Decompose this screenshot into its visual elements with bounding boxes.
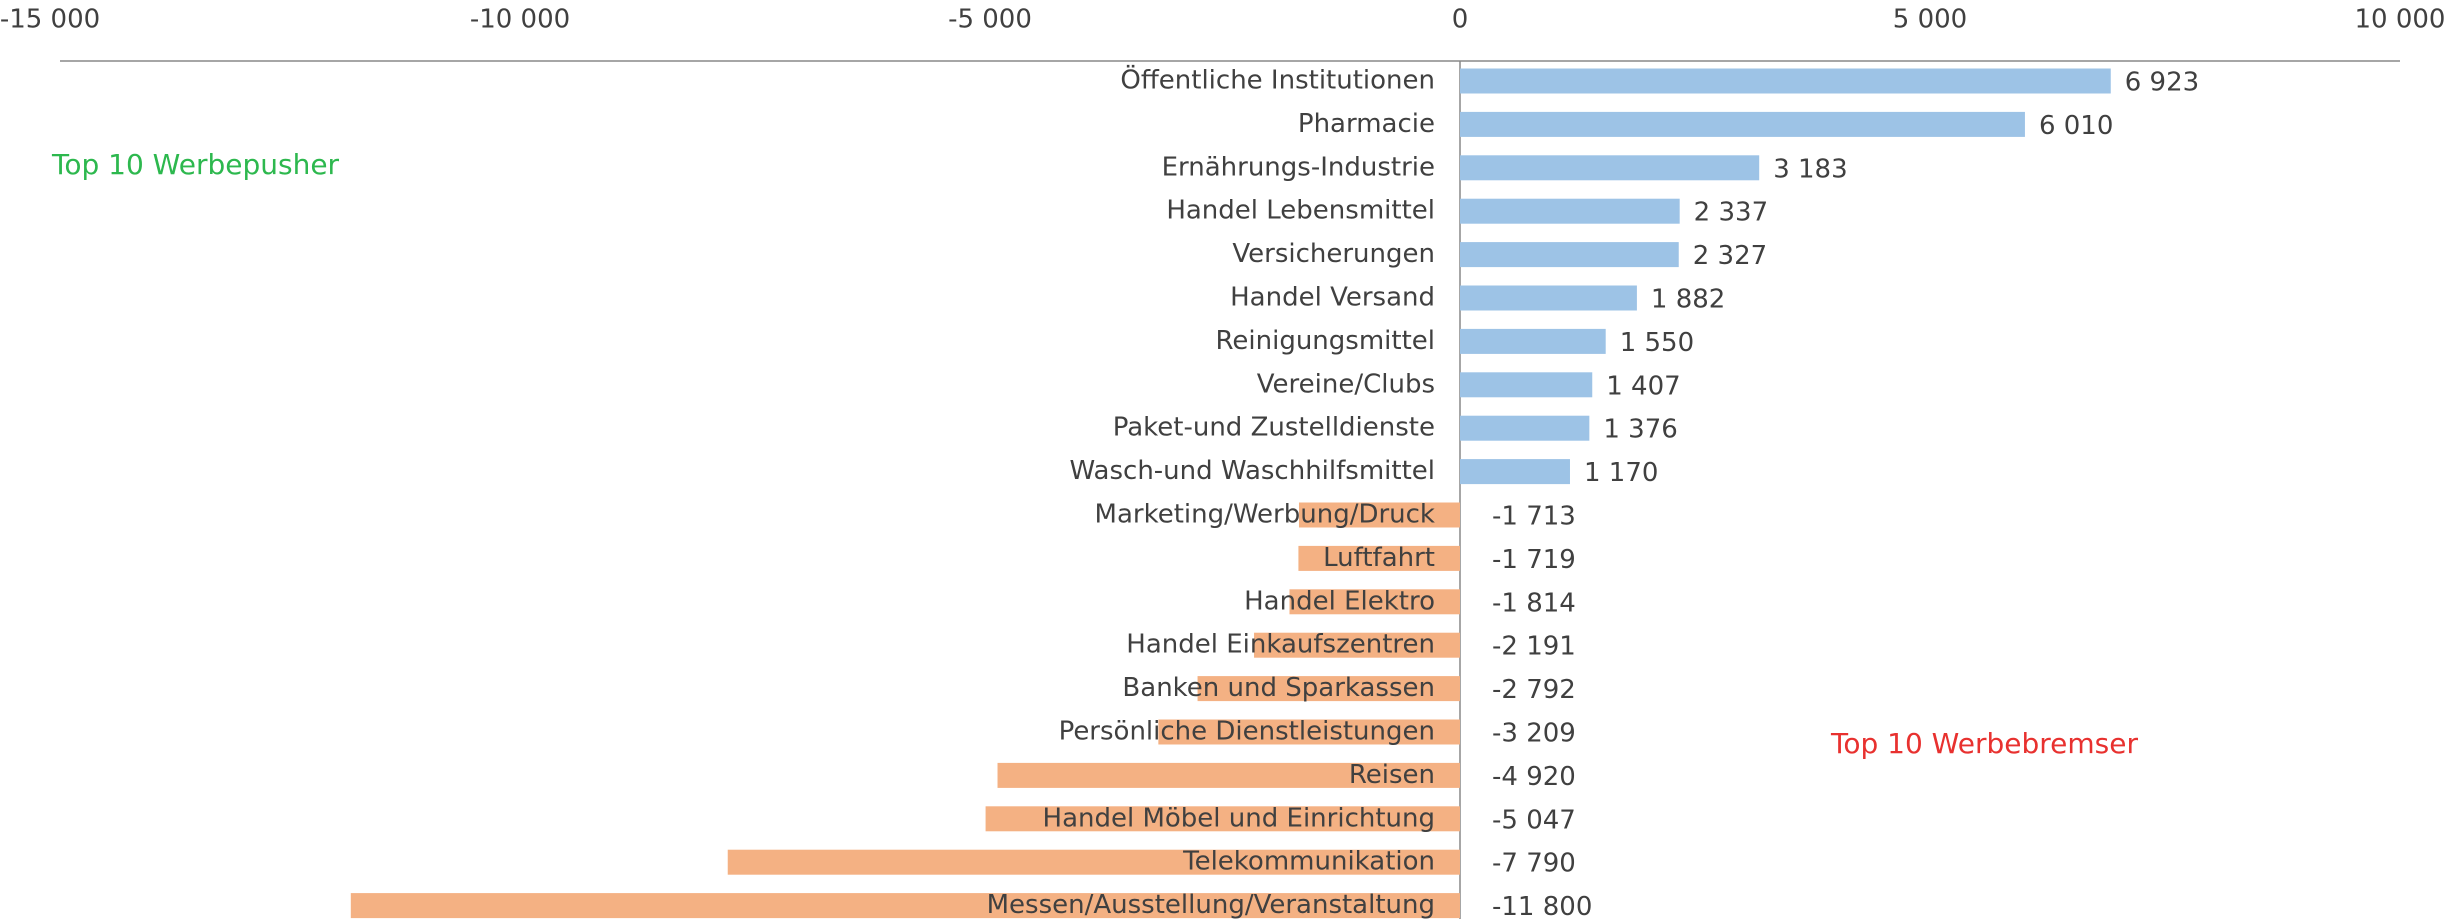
- value-label: 3 183: [1773, 154, 1847, 184]
- category-label: Handel Versand: [1230, 283, 1435, 313]
- category-label: Marketing/Werbung/Druck: [1095, 500, 1435, 530]
- value-label: 1 550: [1620, 328, 1694, 358]
- bar: [1460, 415, 1590, 441]
- bar: [1298, 545, 1460, 571]
- value-label: 6 923: [2125, 68, 2199, 98]
- bar: [1254, 632, 1460, 658]
- value-label: -2 191: [1492, 632, 1576, 662]
- bar: [985, 806, 1460, 832]
- annotation: Top 10 Werbebremser: [1830, 727, 2138, 760]
- bar: [1158, 719, 1460, 745]
- category-label: Vereine/Clubs: [1257, 369, 1435, 399]
- value-label: -11 800: [1492, 892, 1592, 919]
- category-label: Persönliche Dienstleistungen: [1059, 717, 1435, 747]
- value-label: -5 047: [1492, 805, 1576, 835]
- category-label: Handel Möbel und Einrichtung: [1043, 803, 1435, 833]
- value-label: 1 882: [1651, 285, 1725, 315]
- category-label: Paket-und Zustelldienste: [1113, 413, 1435, 443]
- bar: [1289, 589, 1460, 615]
- x-tick-label: 5 000: [1893, 5, 1967, 35]
- bar: [727, 849, 1460, 875]
- value-label: -1 719: [1492, 545, 1576, 575]
- value-label: 6 010: [2039, 111, 2113, 141]
- value-label: 1 170: [1584, 458, 1658, 488]
- category-label: Handel Elektro: [1244, 586, 1435, 616]
- bar: [1460, 459, 1570, 485]
- value-label: -4 920: [1492, 762, 1576, 792]
- category-label: Versicherungen: [1232, 239, 1435, 269]
- category-label: Pharmacie: [1298, 109, 1435, 139]
- category-label: Öffentliche Institutionen: [1120, 64, 1435, 96]
- bar: [1460, 198, 1680, 224]
- bar: [1460, 242, 1679, 268]
- value-label: -1 814: [1492, 588, 1576, 618]
- category-label: Reisen: [1349, 760, 1435, 790]
- category-label: Ernährungs-Industrie: [1162, 152, 1435, 182]
- category-label: Wasch-und Waschhilfsmittel: [1070, 456, 1436, 486]
- category-label: Luftfahrt: [1323, 543, 1435, 573]
- x-tick-label: -5 000: [948, 5, 1032, 35]
- value-label: 1 407: [1606, 371, 1680, 401]
- bar: [1298, 502, 1460, 528]
- bar: [1460, 68, 2111, 94]
- x-tick-label: 10 000: [2355, 5, 2446, 35]
- value-label: -7 790: [1492, 849, 1576, 879]
- bar: [1460, 111, 2025, 137]
- value-label: -2 792: [1492, 675, 1576, 705]
- bar: [1460, 372, 1593, 398]
- bar: [1460, 285, 1637, 311]
- value-label: -1 713: [1492, 502, 1576, 532]
- bar: [997, 762, 1460, 788]
- value-label: 2 337: [1694, 198, 1768, 228]
- x-tick-label: -10 000: [470, 5, 570, 35]
- category-label: Banken und Sparkassen: [1122, 673, 1435, 703]
- category-label: Telekommunikation: [1182, 847, 1435, 877]
- x-tick-label: -15 000: [0, 5, 100, 35]
- value-label: -3 209: [1492, 719, 1576, 749]
- bar: [350, 893, 1460, 919]
- value-label: 2 327: [1693, 241, 1767, 271]
- x-tick-label: 0: [1452, 5, 1469, 35]
- annotation: Top 10 Werbepusher: [51, 148, 340, 181]
- category-label: Handel Einkaufszentren: [1126, 630, 1435, 660]
- bar: [1197, 676, 1460, 702]
- bar: [1460, 328, 1606, 354]
- bar: [1460, 155, 1760, 181]
- value-label: 1 376: [1603, 415, 1677, 445]
- category-label: Reinigungsmittel: [1216, 326, 1436, 356]
- category-label: Messen/Ausstellung/Veranstaltung: [987, 890, 1435, 919]
- category-label: Handel Lebensmittel: [1166, 196, 1435, 226]
